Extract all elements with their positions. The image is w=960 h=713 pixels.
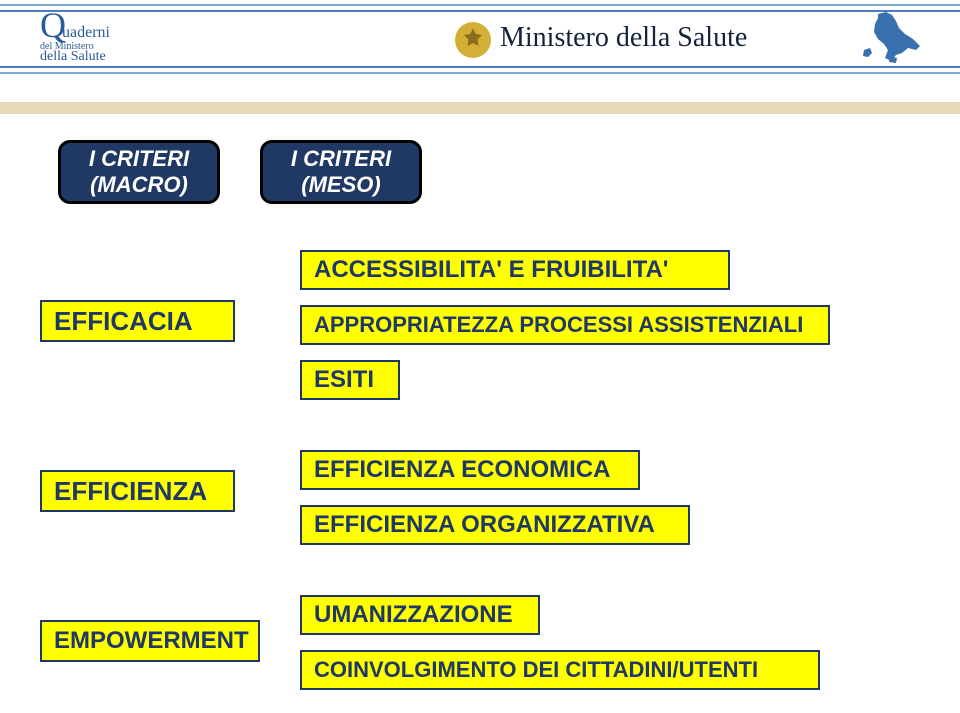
ministry-title: Ministero della Salute — [500, 22, 747, 54]
separator-bar — [0, 102, 960, 114]
criteria-meso-l2: (MESO) — [301, 172, 380, 198]
eff-organizzativa-label: EFFICIENZA ORGANIZZATIVA — [314, 511, 655, 539]
criteria-meso-box: I CRITERI (MESO) — [260, 140, 422, 204]
criteria-macro-l1: I CRITERI — [89, 146, 189, 172]
appropriatezza-box: APPROPRIATEZZA PROCESSI ASSISTENZIALI — [300, 305, 830, 345]
accessibilita-label: ACCESSIBILITA' E FRUIBILITA' — [314, 256, 669, 284]
header-line — [0, 72, 960, 74]
accessibilita-box: ACCESSIBILITA' E FRUIBILITA' — [300, 250, 730, 290]
logo-sub-2: della Salute — [40, 51, 110, 64]
efficacia-label: EFFICACIA — [54, 306, 193, 337]
header-line — [0, 66, 960, 68]
eff-economica-box: EFFICIENZA ECONOMICA — [300, 450, 640, 490]
state-emblem-icon — [455, 22, 491, 58]
esiti-box: ESITI — [300, 360, 400, 400]
coinvolgimento-label: COINVOLGIMENTO DEI CITTADINI/UTENTI — [314, 657, 758, 683]
criteria-macro-box: I CRITERI (MACRO) — [58, 140, 220, 204]
header-line — [0, 4, 960, 6]
efficienza-box: EFFICIENZA — [40, 470, 235, 512]
umanizzazione-box: UMANIZZAZIONE — [300, 595, 540, 635]
slide: { "header": { "logo_Q": "Q", "logo_rest"… — [0, 0, 960, 713]
eff-organizzativa-box: EFFICIENZA ORGANIZZATIVA — [300, 505, 690, 545]
header: Quaderni del Ministero della Salute Mini… — [0, 4, 960, 74]
criteria-macro-l2: (MACRO) — [90, 172, 188, 198]
efficienza-label: EFFICIENZA — [54, 476, 207, 507]
esiti-label: ESITI — [314, 366, 374, 394]
appropriatezza-label: APPROPRIATEZZA PROCESSI ASSISTENZIALI — [314, 312, 803, 338]
italy-map-icon — [850, 10, 930, 66]
empowerment-label: EMPOWERMENT — [54, 627, 249, 655]
logo-word: uaderni — [62, 24, 110, 41]
eff-economica-label: EFFICIENZA ECONOMICA — [314, 456, 610, 484]
coinvolgimento-box: COINVOLGIMENTO DEI CITTADINI/UTENTI — [300, 650, 820, 690]
criteria-meso-l1: I CRITERI — [291, 146, 391, 172]
efficacia-box: EFFICACIA — [40, 300, 235, 342]
empowerment-box: EMPOWERMENT — [40, 620, 260, 662]
logo-quaderni: Quaderni del Ministero della Salute — [40, 14, 250, 62]
umanizzazione-label: UMANIZZAZIONE — [314, 601, 513, 629]
header-line — [0, 10, 960, 12]
